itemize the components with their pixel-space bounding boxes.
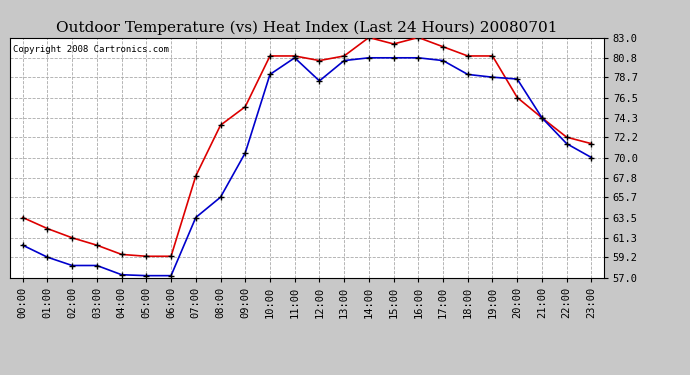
Text: Copyright 2008 Cartronics.com: Copyright 2008 Cartronics.com: [13, 45, 169, 54]
Title: Outdoor Temperature (vs) Heat Index (Last 24 Hours) 20080701: Outdoor Temperature (vs) Heat Index (Las…: [57, 21, 558, 35]
